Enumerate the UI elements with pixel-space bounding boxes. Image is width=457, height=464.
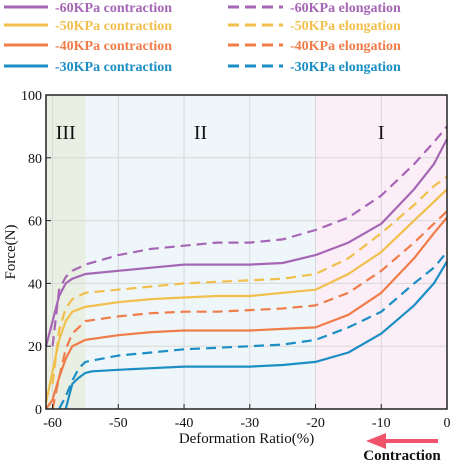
x-axis-label: Deformation Ratio(%) [179,431,314,447]
y-tick-label: 100 [21,89,42,104]
plot-frame [45,94,448,410]
region-label: I [378,122,385,144]
region-backgrounds [46,95,447,409]
x-tick-label: -20 [306,416,325,431]
series-line-40kpa-elongation [51,210,448,410]
series-line-40kpa-contraction [45,216,448,410]
region-2-background [85,95,316,409]
legend-label: -50KPa elongation [290,19,401,34]
legend-label: -50KPa contraction [55,19,172,34]
legend-label: -60KPa contraction [55,1,172,16]
contraction-arrow-head [366,433,386,449]
tick-labels: -60 -50 -40 -30 -20 -10 0 0 20 40 60 80 100 [21,89,451,431]
series-line-60kpa-elongation [51,125,448,347]
y-tick-label: 0 [35,403,42,418]
legend: -60KPa contraction -60KPa elongation -50KP… [4,1,401,75]
y-tick-label: 20 [28,340,42,355]
legend-label: -40KPa elongation [290,39,401,54]
series-line-30kpa-contraction [64,260,448,410]
data-series [44,125,448,410]
x-tick-label: -50 [109,416,128,431]
x-tick-label: -60 [43,416,62,431]
y-tick-label: 60 [28,215,42,230]
contraction-label: Contraction [363,448,441,464]
legend-label: -40KPa contraction [55,39,172,54]
series-line-60kpa-contraction [44,138,448,347]
y-tick-label: 40 [28,277,42,292]
y-tick-label: 80 [28,152,42,167]
x-tick-label: -40 [175,416,194,431]
series-line-50kpa-contraction [44,188,448,403]
region-label: III [56,122,76,144]
region-label: II [194,122,207,144]
contraction-annotation: Contraction [363,433,441,464]
x-tick-label: -10 [372,416,391,431]
series-line-30kpa-elongation [58,251,448,410]
legend-label: -30KPa elongation [290,60,401,75]
region-labels: III II I [56,122,385,144]
legend-label: -60KPa elongation [290,1,401,16]
x-tick-label: -30 [240,416,259,431]
x-tick-label: 0 [444,416,451,431]
series-line-50kpa-elongation [51,175,448,385]
legend-label: -30KPa contraction [55,60,172,75]
y-axis-label: Force(N) [3,225,19,280]
